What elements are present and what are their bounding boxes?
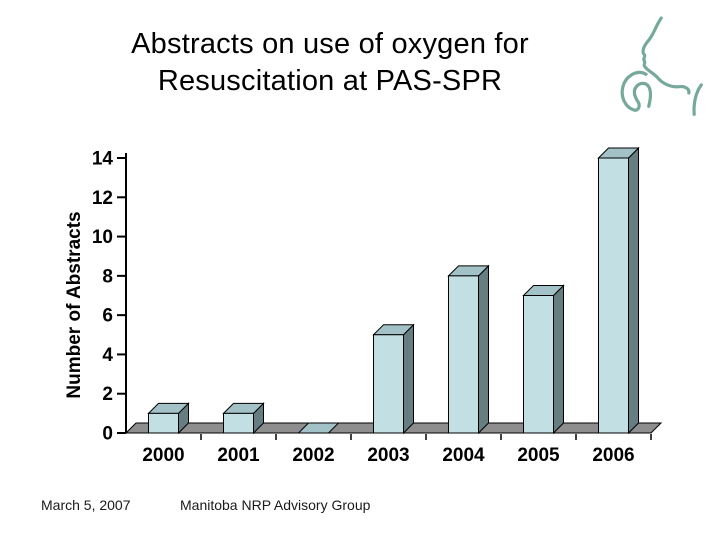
x-tick-label: 2004 [442, 445, 485, 466]
bar-2002 [297, 422, 340, 434]
resuscitation-logo-icon [620, 16, 703, 116]
slide-title-line2: Resuscitation at PAS-SPR [157, 65, 503, 97]
y-tick-label: 0 [102, 424, 113, 445]
bar-2004 [447, 264, 490, 435]
bar-2001 [222, 402, 265, 435]
x-tick-label: 2005 [517, 445, 560, 466]
footer-date: March 5, 2007 [41, 497, 131, 513]
bar-2005 [522, 284, 565, 435]
bar-front-face [523, 295, 554, 434]
bar-side-face [628, 146, 639, 435]
bar-side-face [553, 284, 564, 435]
logo-face-stroke [641, 16, 691, 95]
y-tick-label: 14 [92, 149, 114, 170]
y-tick-label: 8 [102, 266, 113, 287]
y-tick-label: 2 [102, 384, 113, 405]
bar-front-face [448, 275, 479, 434]
logo-hand-stroke [620, 70, 653, 112]
footer-org: Manitoba NRP Advisory Group [180, 497, 371, 513]
bar-side-face [403, 323, 414, 435]
y-tick-label: 6 [102, 306, 113, 327]
bar-front-face [373, 334, 404, 434]
x-tick-label: 2006 [592, 445, 634, 466]
x-tick-label: 2002 [292, 445, 334, 466]
y-tick-label: 4 [102, 345, 113, 366]
bar-2000 [147, 402, 190, 435]
bar-2006 [597, 146, 640, 435]
bar-top-face [297, 422, 340, 434]
logo-shoulder-stroke [692, 83, 703, 116]
bar-front-face [148, 412, 179, 434]
bar-front-face [223, 412, 254, 434]
bar-front-face [598, 157, 629, 434]
x-tick-label: 2000 [142, 445, 184, 466]
bar-side-face [478, 264, 489, 435]
bar-2003 [372, 323, 415, 435]
y-axis-title: Number of Abstracts [64, 211, 85, 398]
y-tick-label: 10 [92, 227, 113, 248]
x-tick-label: 2003 [367, 445, 409, 466]
slide-title-line1: Abstracts on use of oxygen for [131, 28, 529, 60]
slide-title: Abstracts on use of oxygen for Resuscita… [0, 26, 660, 100]
y-tick-label: 12 [92, 188, 113, 209]
x-tick-label: 2001 [217, 445, 260, 466]
